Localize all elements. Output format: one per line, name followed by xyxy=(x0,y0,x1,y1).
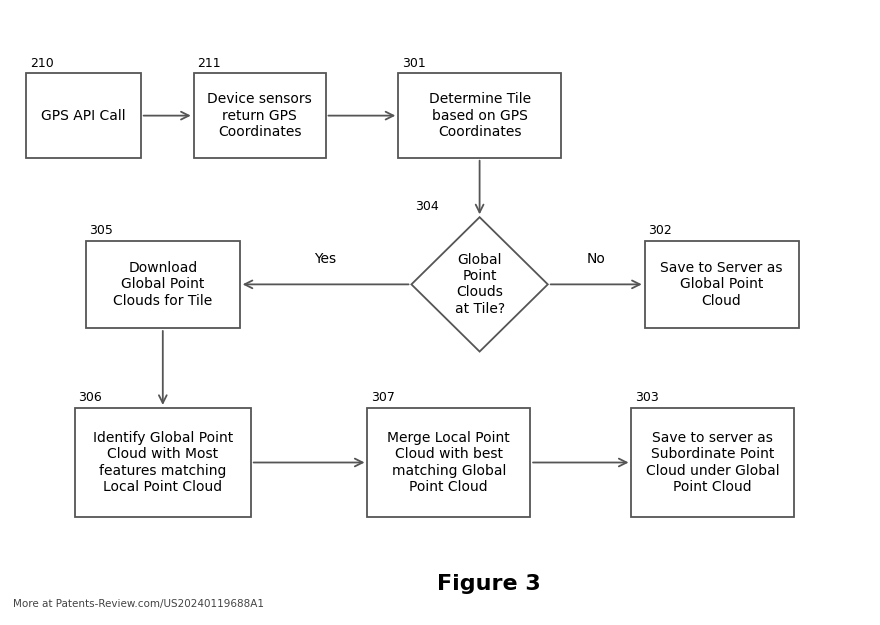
Text: 305: 305 xyxy=(90,224,114,237)
Text: 301: 301 xyxy=(402,57,425,69)
Text: 304: 304 xyxy=(415,201,438,213)
FancyBboxPatch shape xyxy=(368,408,530,517)
FancyBboxPatch shape xyxy=(26,73,141,158)
Text: 302: 302 xyxy=(648,224,671,237)
Text: Identify Global Point
Cloud with Most
features matching
Local Point Cloud: Identify Global Point Cloud with Most fe… xyxy=(92,431,233,494)
Text: Determine Tile
based on GPS
Coordinates: Determine Tile based on GPS Coordinates xyxy=(429,92,531,139)
Text: Global
Point
Clouds
at Tile?: Global Point Clouds at Tile? xyxy=(455,253,504,316)
FancyBboxPatch shape xyxy=(644,241,799,328)
Polygon shape xyxy=(412,217,547,351)
Text: Figure 3: Figure 3 xyxy=(436,574,540,594)
Text: 303: 303 xyxy=(635,391,658,404)
Text: Merge Local Point
Cloud with best
matching Global
Point Cloud: Merge Local Point Cloud with best matchi… xyxy=(387,431,510,494)
Text: Save to Server as
Global Point
Cloud: Save to Server as Global Point Cloud xyxy=(660,261,783,308)
Text: 211: 211 xyxy=(197,57,221,69)
Text: Device sensors
return GPS
Coordinates: Device sensors return GPS Coordinates xyxy=(207,92,312,139)
Text: More at Patents-Review.com/US20240119688A1: More at Patents-Review.com/US20240119688… xyxy=(13,599,264,609)
FancyBboxPatch shape xyxy=(632,408,795,517)
Text: No: No xyxy=(587,252,605,266)
FancyBboxPatch shape xyxy=(194,73,326,158)
FancyBboxPatch shape xyxy=(75,408,251,517)
Text: 307: 307 xyxy=(371,391,395,404)
Text: Save to server as
Subordinate Point
Cloud under Global
Point Cloud: Save to server as Subordinate Point Clou… xyxy=(646,431,780,494)
Text: Download
Global Point
Clouds for Tile: Download Global Point Clouds for Tile xyxy=(114,261,212,308)
Text: Yes: Yes xyxy=(314,252,337,266)
Text: GPS API Call: GPS API Call xyxy=(41,109,126,122)
Text: 210: 210 xyxy=(30,57,54,69)
Text: 306: 306 xyxy=(78,391,102,404)
FancyBboxPatch shape xyxy=(86,241,239,328)
FancyBboxPatch shape xyxy=(398,73,561,158)
